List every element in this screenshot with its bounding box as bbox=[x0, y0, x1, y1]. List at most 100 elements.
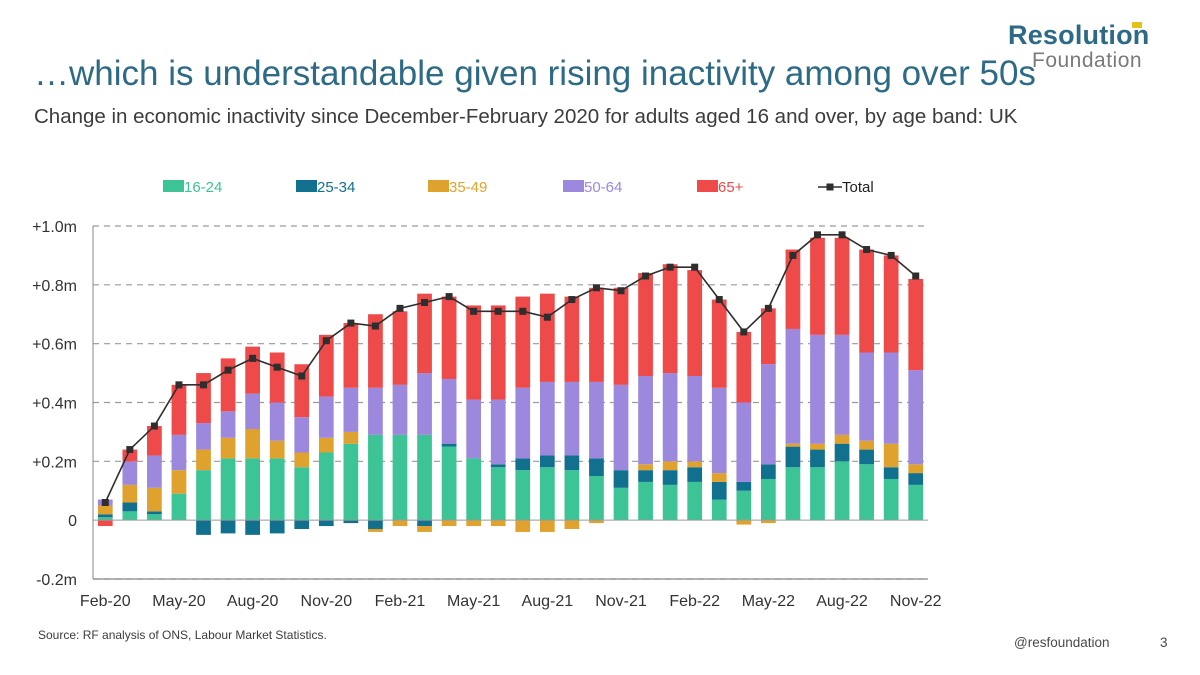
total-marker bbox=[666, 263, 674, 271]
bar-segment bbox=[908, 484, 924, 521]
bar-segment bbox=[147, 511, 162, 515]
bar-segment bbox=[220, 358, 236, 412]
total-marker bbox=[322, 337, 330, 345]
total-marker bbox=[494, 307, 502, 315]
bar-segment bbox=[810, 334, 825, 444]
bar-segment bbox=[859, 449, 874, 465]
bar-segment bbox=[147, 426, 162, 456]
bar-segment bbox=[171, 493, 187, 521]
bar-segment bbox=[318, 437, 334, 453]
bar-segment bbox=[122, 511, 138, 521]
bar-segment bbox=[761, 308, 776, 365]
bar-segment bbox=[343, 323, 359, 388]
x-tick-label: Nov-20 bbox=[301, 593, 353, 610]
total-marker bbox=[249, 354, 257, 362]
bar-segment bbox=[490, 520, 506, 527]
bar-segment bbox=[908, 473, 924, 485]
bar-segment bbox=[638, 464, 653, 471]
bar-segment bbox=[883, 255, 899, 353]
bar-segment bbox=[613, 384, 629, 471]
total-marker bbox=[224, 366, 232, 374]
stacked-bar-chart: -0.2m 0 +0.2m +0.4m +0.6m +0.8m +1.0m Feb-20 May… bbox=[32, 179, 942, 610]
bar-segment bbox=[490, 464, 506, 468]
bar-segment bbox=[761, 520, 776, 524]
bar-segment bbox=[245, 346, 260, 394]
legend-total-marker bbox=[826, 183, 834, 191]
bar-segment bbox=[515, 387, 531, 459]
total-line bbox=[104, 234, 917, 503]
bar-segment bbox=[589, 458, 604, 477]
bar-segment bbox=[392, 311, 408, 385]
legend-label: 35-49 bbox=[449, 179, 487, 196]
y-tick-label: 0 bbox=[68, 513, 77, 530]
bar-segment bbox=[466, 399, 482, 459]
bar-segment bbox=[466, 520, 482, 527]
bar-segment bbox=[687, 376, 703, 462]
bar-segment bbox=[613, 487, 629, 521]
bar-segment bbox=[122, 502, 138, 512]
bar-segment bbox=[147, 455, 162, 488]
bar-segment bbox=[589, 381, 604, 459]
bar-segment bbox=[441, 443, 457, 447]
bar-segment bbox=[245, 393, 260, 429]
bar-segment bbox=[441, 378, 457, 444]
bar-segment bbox=[589, 520, 604, 524]
bar-segment bbox=[859, 440, 874, 450]
bar-segment bbox=[368, 520, 383, 529]
bar-segment bbox=[417, 526, 432, 532]
total-marker bbox=[740, 328, 748, 336]
bar-segment bbox=[834, 461, 850, 521]
bar-segment bbox=[515, 296, 531, 388]
bar-segment bbox=[859, 464, 874, 521]
x-tick-label: Aug-21 bbox=[522, 593, 574, 610]
bar-segment bbox=[539, 381, 555, 456]
total-marker bbox=[838, 231, 846, 239]
bar-segment bbox=[515, 520, 531, 532]
bar-segment bbox=[859, 249, 874, 353]
bar-segment bbox=[97, 520, 113, 527]
legend-swatch bbox=[163, 180, 184, 192]
bar-segment bbox=[883, 478, 899, 521]
bar-segment bbox=[711, 481, 727, 500]
total-marker bbox=[764, 304, 772, 312]
x-tick-label: Nov-22 bbox=[890, 593, 942, 610]
bar-segment bbox=[466, 458, 482, 521]
bar-segment bbox=[761, 464, 776, 479]
bar-segment bbox=[343, 520, 359, 524]
bar-segment bbox=[294, 467, 310, 521]
y-tick-label: +0.8m bbox=[32, 278, 77, 295]
bar-segment bbox=[269, 520, 285, 534]
bar-segment bbox=[392, 434, 408, 521]
total-marker bbox=[445, 293, 453, 301]
bar-segment bbox=[343, 443, 359, 521]
bar-segment bbox=[613, 287, 629, 385]
bar-segment bbox=[564, 455, 580, 471]
x-tick-label: Aug-20 bbox=[227, 593, 279, 610]
bar-segment bbox=[318, 452, 334, 521]
bar-segment bbox=[785, 328, 801, 444]
bar-segment bbox=[761, 478, 776, 521]
bar-segment bbox=[736, 481, 752, 491]
x-tick-label: Feb-20 bbox=[80, 593, 131, 610]
total-marker bbox=[519, 307, 527, 315]
total-marker bbox=[200, 381, 208, 389]
x-tick-label: Feb-21 bbox=[375, 593, 426, 610]
bar-segment bbox=[122, 449, 138, 462]
y-tick-label: +0.6m bbox=[32, 337, 77, 354]
y-tick-label: +1.0m bbox=[32, 219, 77, 236]
legend-label: 50-64 bbox=[584, 179, 622, 196]
x-tick-label: Aug-22 bbox=[816, 593, 868, 610]
total-marker bbox=[912, 272, 920, 280]
bar-segment bbox=[589, 287, 604, 382]
total-marker bbox=[396, 304, 404, 312]
legend-swatch bbox=[296, 180, 317, 192]
bar-segment bbox=[122, 484, 138, 503]
bar-segment bbox=[417, 373, 432, 435]
legend-label: 16-24 bbox=[184, 179, 222, 196]
bar-segment bbox=[466, 305, 482, 400]
bar-segment bbox=[269, 402, 285, 441]
bar-segment bbox=[196, 423, 211, 450]
bar-segment bbox=[859, 352, 874, 441]
bar-segment bbox=[441, 520, 457, 527]
bar-segment bbox=[908, 278, 924, 371]
